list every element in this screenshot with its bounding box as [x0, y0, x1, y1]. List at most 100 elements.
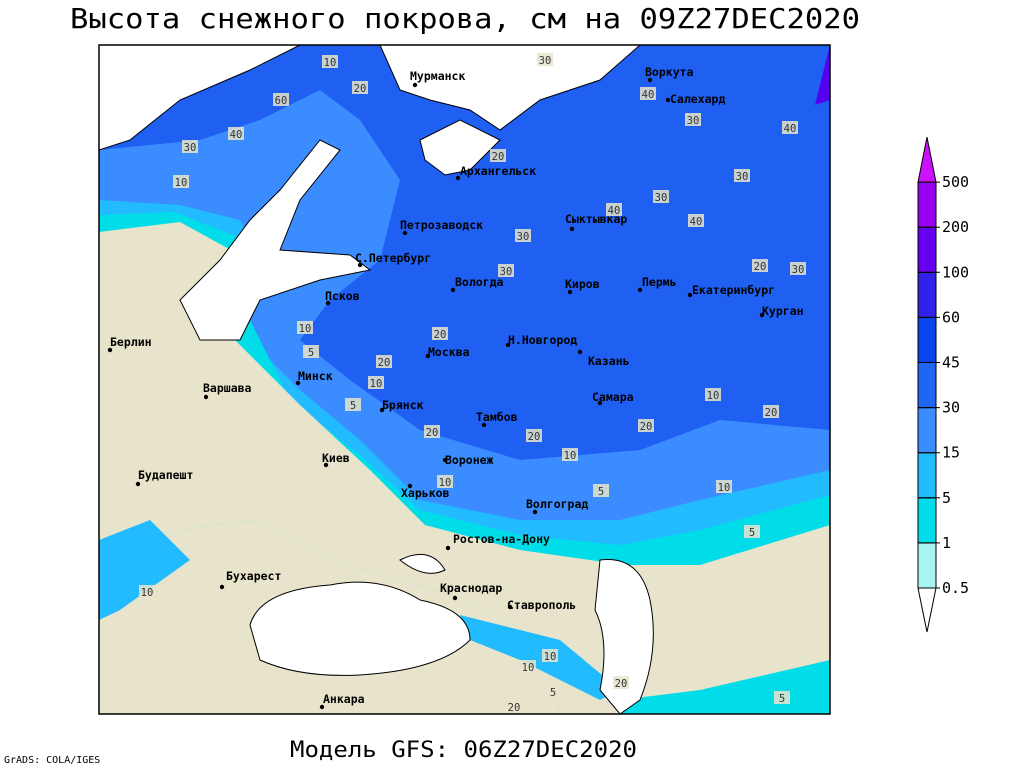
- city-label: Будапешт: [138, 468, 193, 482]
- city-dot: [203, 394, 209, 400]
- city-label: Минск: [298, 369, 333, 383]
- map-frame: [98, 44, 831, 715]
- snow-region: [460, 615, 620, 700]
- city-dot: [445, 545, 451, 551]
- credit: GrADS: COLA/IGES: [4, 755, 100, 766]
- contour-label-box: [688, 214, 704, 227]
- city-dot: [532, 509, 538, 515]
- city-dot: [567, 289, 573, 295]
- legend-label: 30: [942, 399, 960, 417]
- legend-label: 15: [942, 444, 960, 462]
- city-label: Москва: [428, 345, 470, 359]
- city-label: Курган: [762, 304, 804, 318]
- contour-label-box: [705, 388, 721, 401]
- barents-sea: [379, 45, 641, 131]
- city-label: Архангельск: [460, 164, 536, 178]
- contour-label-box: [173, 175, 189, 188]
- city-dot: [442, 457, 448, 463]
- contour-label: 20: [615, 678, 628, 690]
- city-dot: [577, 349, 583, 355]
- city-label: Брянск: [382, 398, 424, 412]
- city-label: Салехард: [670, 92, 725, 106]
- contour-label: 20: [528, 431, 541, 443]
- contour-label-box: [562, 448, 578, 461]
- city-dot: [569, 226, 575, 232]
- city-dot: [647, 77, 653, 83]
- legend-label: 500: [942, 173, 969, 191]
- contour-label: 10: [544, 651, 557, 663]
- city-dot: [407, 483, 413, 489]
- contour-label: 20: [492, 151, 505, 163]
- city-label: Пермь: [642, 275, 677, 289]
- contour-label: 40: [784, 123, 797, 135]
- city-dot: [505, 342, 511, 348]
- contour-label-box: [368, 376, 384, 389]
- contour-label: 10: [564, 450, 577, 462]
- city-label: Сыктывкар: [565, 212, 627, 226]
- contour-label-box: [638, 419, 654, 432]
- city-label: Мурманск: [410, 69, 465, 83]
- contour-label: 10: [175, 177, 188, 189]
- city-dot: [481, 422, 487, 428]
- city-dot: [325, 300, 331, 306]
- norwegian-sea: [99, 45, 301, 151]
- contour-label: 10: [324, 57, 337, 69]
- legend-swatch: [917, 362, 937, 409]
- city-label: Анкара: [323, 692, 365, 706]
- contour-label: 5: [550, 687, 556, 699]
- contour-label-box: [139, 585, 155, 598]
- contour-label-box: [790, 262, 806, 275]
- city-dot: [357, 262, 363, 268]
- city-label: Вологда: [455, 275, 504, 289]
- white-sea: [419, 119, 501, 176]
- city-dot: [323, 462, 329, 468]
- city-dot: [455, 175, 461, 181]
- contour-label: 5: [350, 400, 356, 412]
- legend-low: [917, 587, 937, 633]
- legend-high: [917, 137, 937, 183]
- contour-label-box: [774, 691, 790, 704]
- city-dot: [425, 353, 431, 359]
- snow-region: [815, 45, 830, 105]
- contour-label-box: [782, 121, 798, 134]
- contour-label-box: [322, 55, 338, 68]
- model-footer: Модель GFS: 06Z27DEC2020: [290, 738, 637, 763]
- city-label: Самара: [592, 390, 634, 404]
- city-label: Ставрополь: [507, 598, 576, 612]
- city-dot: [450, 287, 456, 293]
- contour-label: 20: [354, 83, 367, 95]
- city-label: Харьков: [401, 486, 450, 500]
- contour-label: 30: [539, 55, 552, 67]
- city-label: Варшава: [203, 381, 252, 395]
- contour-label: 20: [434, 329, 447, 341]
- city-label: Киров: [565, 277, 600, 291]
- legend-label: 1: [942, 534, 951, 552]
- contour-label: 5: [308, 347, 314, 359]
- contour-label-box: [545, 685, 561, 698]
- legend-label: 200: [942, 218, 969, 236]
- contour-label: 10: [439, 477, 452, 489]
- city-label: Киев: [322, 451, 350, 465]
- contour-label-box: [520, 660, 536, 673]
- contour-label: 10: [707, 390, 720, 402]
- legend-swatch: [917, 271, 937, 318]
- contour-label: 30: [687, 115, 700, 127]
- contour-label-box: [606, 203, 622, 216]
- contour-label: 40: [230, 129, 243, 141]
- city-label: С.Петербург: [355, 251, 431, 265]
- contour-label: 5: [598, 486, 604, 498]
- city-label: Берлин: [110, 335, 152, 349]
- city-dot: [107, 347, 113, 353]
- contour-label: 5: [779, 693, 785, 705]
- legend-swatch: [917, 407, 937, 454]
- contour-label: 10: [718, 482, 731, 494]
- contour-label-box: [424, 425, 440, 438]
- legend-swatch: [917, 316, 937, 363]
- contour-label-box: [744, 525, 760, 538]
- contour-label-box: [537, 53, 553, 66]
- contour-label-box: [490, 149, 506, 162]
- city-dot: [135, 481, 141, 487]
- city-label: Волгоград: [526, 497, 588, 511]
